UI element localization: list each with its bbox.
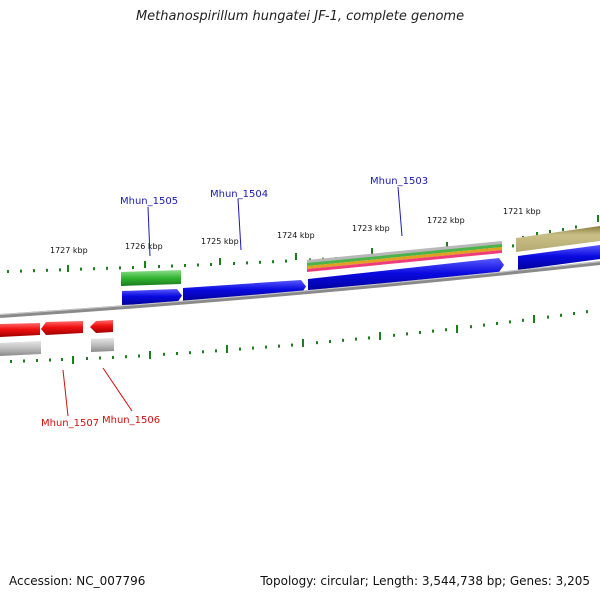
tick-label-1721: 1721 kbp [503, 207, 541, 216]
tick-label-1724: 1724 kbp [277, 231, 315, 240]
cds-arrow-1507 [41, 321, 83, 335]
cds-arrow-left-edge [0, 323, 40, 337]
map-title: Methanospirillum hungatei JF-1, complete… [135, 9, 465, 24]
cds-arrow-1505 [122, 289, 182, 305]
tick-label-1722: 1722 kbp [427, 216, 465, 225]
kbp-tick-labels: 1727 kbp 1726 kbp 1725 kbp 1724 kbp 1723… [50, 207, 541, 255]
tick-label-1726: 1726 kbp [125, 242, 163, 251]
forward-rna-track [121, 226, 600, 286]
cds-arrow-1506 [90, 320, 113, 333]
callout-line-1506 [102, 367, 133, 412]
cds-arrow-1504 [183, 280, 306, 301]
callout-line-1507 [62, 369, 69, 417]
upper-tick-row [7, 215, 599, 273]
gene-olive [516, 226, 600, 252]
gray-gene-1506 [91, 338, 114, 352]
cds-arrow-right [518, 245, 600, 270]
topology-text: Topology: circular; Length: 3,544,738 bp… [260, 574, 590, 588]
rrna-stripe-pink [307, 250, 502, 272]
gene-label-mhun-1506: Mhun_1506 [102, 415, 160, 426]
tick-label-1727: 1727 kbp [50, 246, 88, 255]
callout-line-1503 [397, 186, 403, 237]
tick-label-1725: 1725 kbp [201, 237, 239, 246]
gray-gene-left [0, 341, 41, 356]
forward-cds-track [122, 245, 600, 305]
callout-line-1504 [237, 198, 242, 251]
rrna-stripe-green [307, 244, 502, 266]
gene-label-mhun-1507: Mhun_1507 [41, 418, 99, 429]
rrna-stripe-orange [307, 247, 502, 269]
callout-line-1505 [147, 206, 151, 257]
cds-arrow-1503 [308, 258, 504, 292]
reverse-gray-track [0, 338, 114, 356]
gene-labels: Mhun_1505 Mhun_1504 Mhun_1503 Mhun_1507 … [41, 176, 428, 429]
gene-label-mhun-1503: Mhun_1503 [370, 176, 428, 187]
gene-label-mhun-1505: Mhun_1505 [120, 196, 178, 207]
reverse-cds-track [0, 320, 113, 337]
gene-green-1505 [121, 270, 181, 286]
gene-label-mhun-1504: Mhun_1504 [210, 189, 268, 200]
genome-backbone [0, 261, 600, 318]
accession-text: Accession: NC_007796 [9, 574, 146, 588]
tick-label-1723: 1723 kbp [352, 224, 390, 233]
callout-lines [62, 186, 403, 417]
lower-tick-row [10, 310, 588, 364]
